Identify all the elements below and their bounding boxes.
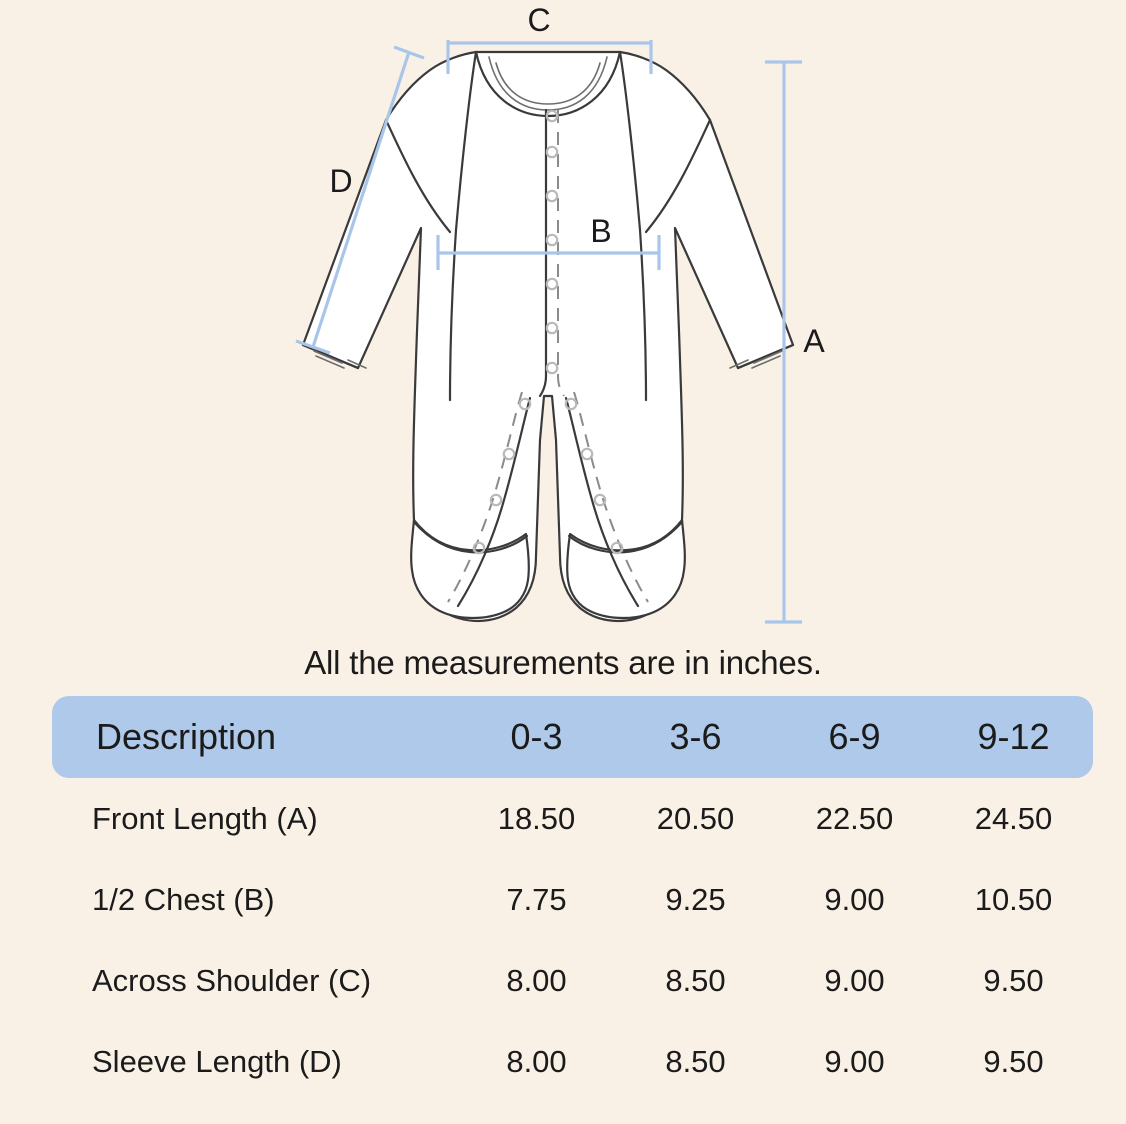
column-header-description: Description	[96, 716, 277, 757]
column-header-size-6-9: 6-9	[828, 716, 881, 757]
cell-front-length-6-9: 22.50	[815, 800, 894, 836]
cell-across-shoulder-6-9: 9.00	[824, 962, 885, 998]
row-label-across-shoulder: Across Shoulder (C)	[92, 962, 372, 998]
inseam-snap-placket	[447, 391, 649, 603]
cell-sleeve-length-6-9: 9.00	[824, 1043, 885, 1079]
cell-half-chest-9-12: 10.50	[974, 881, 1053, 917]
cell-across-shoulder-0-3: 8.00	[506, 962, 567, 998]
dimension-line-d: D	[295, 45, 425, 355]
dimension-line-c: C	[446, 2, 653, 74]
table-row: 1/2 Chest (B) 7.75 9.25 9.00 10.50	[52, 859, 1093, 940]
dimension-label-a: A	[803, 323, 825, 359]
cell-half-chest-6-9: 9.00	[824, 881, 885, 917]
cell-across-shoulder-9-12: 9.50	[983, 962, 1044, 998]
center-front-placket	[538, 108, 565, 398]
measurement-unit-caption: All the measurements are in inches.	[304, 644, 822, 681]
cell-half-chest-3-6: 9.25	[665, 881, 726, 917]
dimension-label-b: B	[590, 213, 611, 249]
cell-front-length-9-12: 24.50	[974, 800, 1053, 836]
garment-body-shape	[301, 50, 795, 623]
dimension-line-a: A	[765, 60, 825, 624]
cell-across-shoulder-3-6: 8.50	[665, 962, 726, 998]
column-header-size-9-12: 9-12	[977, 716, 1050, 757]
table-row: Front Length (A) 18.50 20.50 22.50 24.50	[52, 778, 1093, 859]
column-header-size-3-6: 3-6	[669, 716, 722, 757]
dimension-line-b: B	[436, 213, 661, 270]
cell-half-chest-0-3: 7.75	[506, 881, 567, 917]
table-row: Sleeve Length (D) 8.00 8.50 9.00 9.50	[52, 1021, 1093, 1102]
row-label-front-length: Front Length (A)	[92, 800, 318, 836]
size-chart-table: Description 0-3 3-6 6-9 9-12 Front Lengt…	[52, 696, 1093, 1102]
dimension-label-c: C	[527, 2, 550, 38]
cell-front-length-3-6: 20.50	[656, 800, 735, 836]
column-header-size-0-3: 0-3	[510, 716, 563, 757]
cell-sleeve-length-3-6: 8.50	[665, 1043, 726, 1079]
cell-front-length-0-3: 18.50	[497, 800, 576, 836]
dimension-label-d: D	[329, 163, 352, 199]
row-label-sleeve-length: Sleeve Length (D)	[92, 1043, 342, 1079]
row-label-half-chest: 1/2 Chest (B)	[92, 881, 275, 917]
cell-sleeve-length-9-12: 9.50	[983, 1043, 1044, 1079]
table-header-row: Description 0-3 3-6 6-9 9-12	[52, 696, 1093, 778]
cell-sleeve-length-0-3: 8.00	[506, 1043, 567, 1079]
garment-illustration: .ol { fill:#FFFFFF; stroke:#3A3A3A; stro…	[295, 2, 825, 624]
table-row: Across Shoulder (C) 8.00 8.50 9.00 9.50	[52, 940, 1093, 1021]
